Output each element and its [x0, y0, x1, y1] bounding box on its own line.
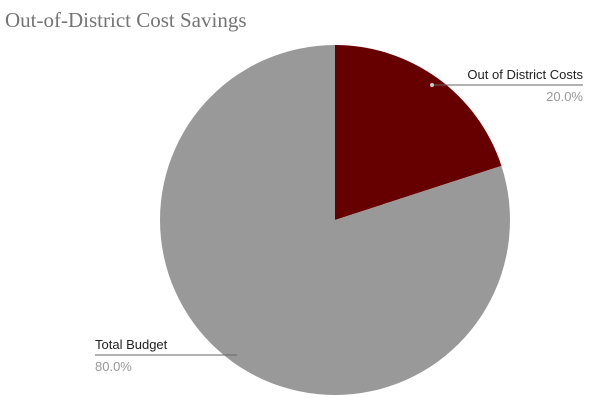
- pie-slice: [335, 45, 502, 220]
- slice-value-label: 20.0%: [546, 89, 583, 104]
- slice-value-label: 80.0%: [95, 359, 132, 374]
- slice-label: Total Budget: [95, 337, 168, 352]
- slice-label: Out of District Costs: [467, 67, 583, 82]
- chart-title: Out-of-District Cost Savings: [5, 8, 247, 32]
- pie-slice: [159, 45, 510, 395]
- leader-dot: [430, 83, 434, 87]
